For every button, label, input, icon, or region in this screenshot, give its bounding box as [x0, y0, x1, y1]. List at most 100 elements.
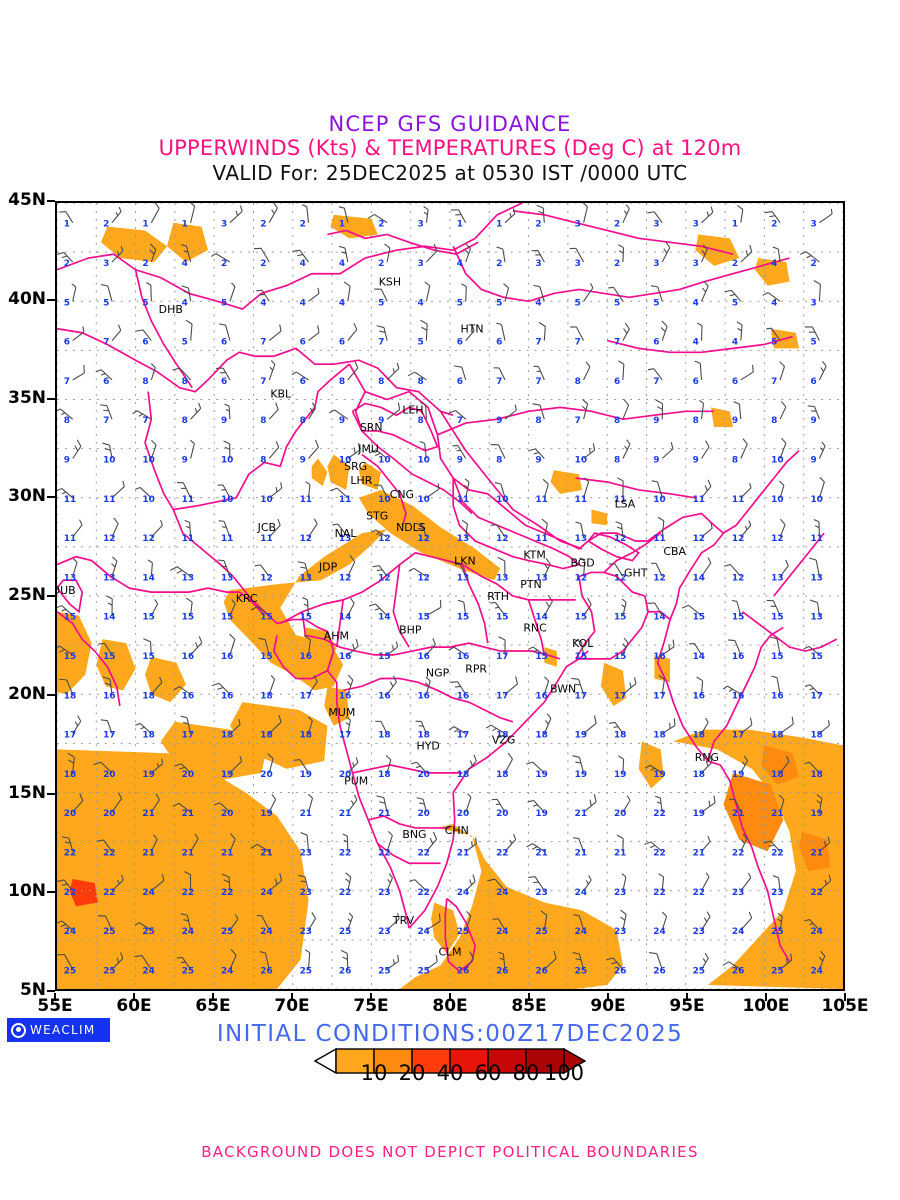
svg-text:9: 9 — [653, 455, 659, 465]
x-axis-tick-label: 55E — [37, 996, 73, 1016]
svg-text:18: 18 — [810, 731, 822, 741]
svg-text:11: 11 — [693, 495, 705, 505]
svg-text:12: 12 — [614, 534, 626, 544]
y-axis-tick — [47, 792, 55, 795]
svg-text:3: 3 — [653, 220, 659, 230]
svg-text:22: 22 — [103, 848, 115, 858]
svg-text:21: 21 — [575, 809, 587, 819]
x-axis-tick — [844, 993, 846, 1001]
svg-text:5: 5 — [496, 298, 502, 308]
svg-text:9: 9 — [810, 455, 816, 465]
svg-text:JMU: JMU — [357, 443, 379, 456]
svg-text:10: 10 — [575, 455, 587, 465]
svg-text:25: 25 — [339, 927, 351, 937]
svg-text:16: 16 — [417, 652, 429, 662]
svg-text:8: 8 — [300, 416, 306, 426]
svg-text:2: 2 — [496, 259, 502, 269]
svg-text:22: 22 — [221, 888, 233, 898]
svg-text:24: 24 — [260, 927, 272, 937]
svg-text:20: 20 — [496, 809, 508, 819]
x-axis-tick-label: 70E — [274, 996, 310, 1016]
svg-text:21: 21 — [182, 848, 194, 858]
svg-text:16: 16 — [221, 691, 233, 701]
svg-text:24: 24 — [221, 966, 233, 976]
chart-title-block: NCEP GFS GUIDANCE UPPERWINDS (Kts) & TEM… — [0, 112, 900, 186]
svg-text:3: 3 — [575, 220, 581, 230]
svg-text:25: 25 — [535, 927, 547, 937]
svg-text:DUB: DUB — [57, 584, 76, 597]
svg-text:18: 18 — [653, 731, 665, 741]
svg-text:15: 15 — [142, 652, 154, 662]
svg-text:26: 26 — [614, 966, 626, 976]
y-axis-tick — [47, 200, 55, 202]
svg-text:9: 9 — [810, 416, 816, 426]
svg-text:15: 15 — [771, 613, 783, 623]
svg-text:15: 15 — [221, 613, 233, 623]
svg-text:6: 6 — [732, 377, 738, 387]
svg-text:19: 19 — [260, 809, 272, 819]
svg-text:RTH: RTH — [487, 590, 509, 603]
svg-text:17: 17 — [653, 691, 665, 701]
svg-text:5: 5 — [221, 298, 227, 308]
svg-text:25: 25 — [378, 966, 390, 976]
svg-text:25: 25 — [575, 966, 587, 976]
svg-text:18: 18 — [810, 770, 822, 780]
svg-text:16: 16 — [693, 691, 705, 701]
svg-text:5: 5 — [417, 338, 423, 348]
svg-text:25: 25 — [142, 927, 154, 937]
svg-text:23: 23 — [300, 848, 312, 858]
svg-text:18: 18 — [378, 770, 390, 780]
svg-text:TRV: TRV — [392, 914, 415, 927]
svg-text:25: 25 — [103, 927, 115, 937]
svg-text:8: 8 — [693, 416, 699, 426]
svg-text:2: 2 — [614, 259, 620, 269]
svg-text:22: 22 — [417, 888, 429, 898]
svg-text:10: 10 — [810, 495, 822, 505]
svg-text:13: 13 — [64, 573, 76, 583]
x-axis-tick-label: 85E — [511, 996, 547, 1016]
svg-text:10: 10 — [378, 495, 390, 505]
svg-text:BGD: BGD — [570, 557, 594, 570]
svg-text:18: 18 — [64, 691, 76, 701]
svg-text:GHT: GHT — [624, 566, 648, 579]
map-plot-area[interactable]: 25 25 24 25 24 26 25 26 25 25 26 26 26 25 26 26 25 26 25 24… — [55, 201, 845, 991]
svg-text:22: 22 — [378, 848, 390, 858]
svg-text:16: 16 — [221, 652, 233, 662]
svg-text:3: 3 — [693, 259, 699, 269]
svg-text:6: 6 — [103, 377, 109, 387]
y-axis-tick-label: 5N — [19, 980, 46, 1000]
svg-text:9: 9 — [378, 416, 384, 426]
svg-text:18: 18 — [221, 731, 233, 741]
svg-text:PTN: PTN — [520, 578, 541, 591]
svg-text:11: 11 — [300, 495, 312, 505]
svg-text:19: 19 — [732, 770, 744, 780]
svg-text:20: 20 — [614, 809, 626, 819]
svg-text:19: 19 — [535, 770, 547, 780]
svg-text:8: 8 — [575, 377, 581, 387]
svg-text:4: 4 — [771, 259, 777, 269]
svg-text:8: 8 — [732, 455, 738, 465]
svg-text:6: 6 — [221, 377, 227, 387]
svg-text:6: 6 — [810, 377, 816, 387]
svg-text:LSA: LSA — [615, 498, 636, 511]
svg-text:15: 15 — [457, 613, 469, 623]
svg-text:18: 18 — [496, 731, 508, 741]
svg-text:18: 18 — [142, 731, 154, 741]
svg-text:15: 15 — [575, 613, 587, 623]
svg-text:2: 2 — [771, 220, 777, 230]
svg-text:22: 22 — [64, 848, 76, 858]
x-axis-tick-label: 100E — [742, 996, 790, 1016]
svg-text:13: 13 — [810, 613, 822, 623]
x-axis-tick — [54, 993, 56, 1001]
svg-text:14: 14 — [693, 573, 705, 583]
svg-text:1: 1 — [182, 220, 188, 230]
svg-text:5: 5 — [732, 298, 738, 308]
svg-text:LEH: LEH — [402, 403, 423, 416]
y-axis-tick — [47, 693, 55, 696]
svg-text:7: 7 — [64, 377, 70, 387]
svg-text:5: 5 — [182, 338, 188, 348]
svg-text:23: 23 — [693, 927, 705, 937]
svg-text:2: 2 — [614, 220, 620, 230]
svg-text:19: 19 — [221, 770, 233, 780]
title-line-agency: NCEP GFS GUIDANCE — [328, 112, 572, 136]
